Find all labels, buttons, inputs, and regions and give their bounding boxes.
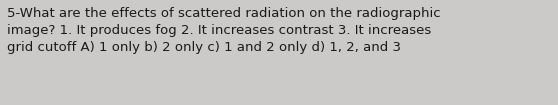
Text: 5-What are the effects of scattered radiation on the radiographic
image? 1. It p: 5-What are the effects of scattered radi… <box>7 7 440 54</box>
